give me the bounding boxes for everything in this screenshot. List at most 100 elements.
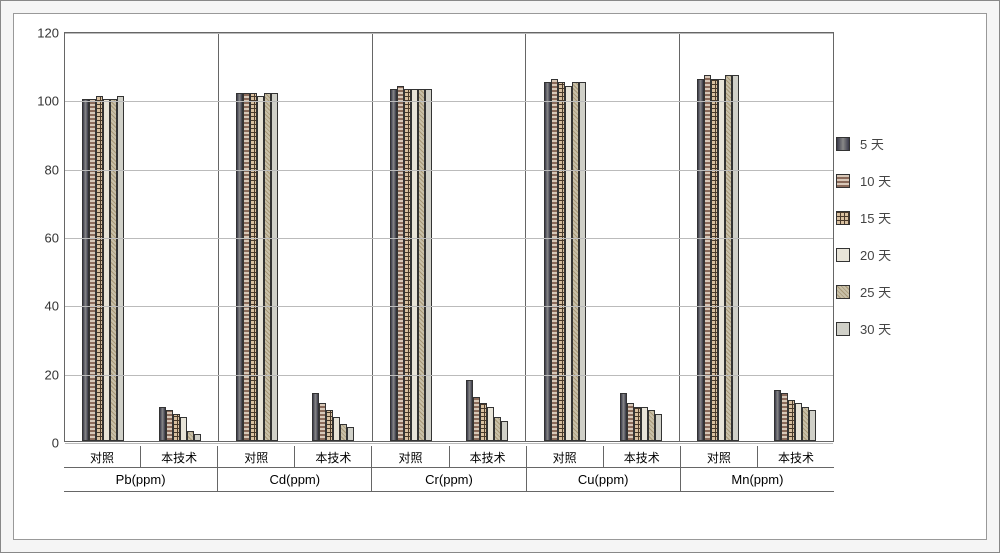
x-subgroup-label: 本技术 [450,446,526,467]
bar [347,427,354,441]
bar [551,79,558,441]
metal-group [526,33,680,441]
subgroup-control [373,33,449,441]
bar [333,417,340,441]
bar [319,403,326,441]
chart-outer-frame: 020406080100120 对照本技术对照本技术对照本技术对照本技术对照本技… [0,0,1000,553]
x-subgroup-pair: 对照本技术 [372,446,526,468]
bar [487,407,494,441]
x-subgroup-label: 本技术 [295,446,371,467]
bar [544,82,551,441]
bar [110,99,117,441]
bar [718,79,725,441]
bar [173,414,180,441]
bar [96,96,103,441]
bar [271,93,278,442]
y-tick-label: 60 [45,231,65,246]
legend-label: 20 天 [860,245,891,264]
legend-swatch [836,137,850,151]
x-metal-label: Mn(ppm) [681,468,834,491]
gridline [65,306,833,307]
legend-item: 30 天 [836,319,976,338]
x-subgroup-pair: 对照本技术 [527,446,681,468]
gridline [65,101,833,102]
subgroup-tech [449,33,525,441]
legend-label: 15 天 [860,208,891,227]
legend-item: 10 天 [836,171,976,190]
bar [565,86,572,441]
bar [236,93,243,442]
bar [257,96,264,441]
bars-container [65,33,833,441]
bar [194,434,201,441]
x-subgroup-pair: 对照本技术 [681,446,834,468]
legend-swatch [836,211,850,225]
x-subgroup-label: 对照 [527,446,604,467]
bar [89,99,96,441]
bar [732,75,739,441]
bar [243,93,250,442]
subgroup-tech [295,33,371,441]
legend-label: 10 天 [860,171,891,190]
bar [473,397,480,441]
bar [627,403,634,441]
y-tick-label: 100 [37,94,65,109]
x-axis-metal-labels: Pb(ppm)Cd(ppm)Cr(ppm)Cu(ppm)Mn(ppm) [64,468,834,492]
y-tick-label: 120 [37,26,65,41]
x-metal-label: Cu(ppm) [527,468,681,491]
bar [250,93,257,442]
x-subgroup-label: 对照 [372,446,449,467]
x-metal-label: Cd(ppm) [218,468,372,491]
x-subgroup-label: 对照 [681,446,758,467]
x-subgroup-label: 本技术 [758,446,834,467]
bar [82,99,89,441]
metal-group [373,33,527,441]
x-metal-label: Cr(ppm) [372,468,526,491]
bar [781,393,788,441]
bar [340,424,347,441]
bar [312,393,319,441]
bar [572,82,579,441]
x-subgroup-label: 本技术 [141,446,217,467]
bar [411,89,418,441]
metal-group [219,33,373,441]
subgroup-control [219,33,295,441]
subgroup-control [680,33,756,441]
legend-item: 20 天 [836,245,976,264]
bar [634,407,641,441]
bar [558,82,565,441]
bar [579,82,586,441]
bar [480,403,487,441]
legend-swatch [836,322,850,336]
bar [326,410,333,441]
y-tick-label: 20 [45,367,65,382]
bar [117,96,124,441]
bar [795,403,802,441]
metal-group [65,33,219,441]
bar [466,380,473,442]
subgroup-control [526,33,602,441]
x-subgroup-label: 本技术 [604,446,680,467]
legend-item: 25 天 [836,282,976,301]
bar [620,393,627,441]
bar [264,93,271,442]
bar [704,75,711,441]
bar [648,410,655,441]
bar [404,89,411,441]
legend-swatch [836,285,850,299]
y-tick-label: 40 [45,299,65,314]
bar [397,86,404,441]
bar [501,421,508,442]
x-subgroup-label: 对照 [218,446,295,467]
bar [187,431,194,441]
gridline [65,170,833,171]
bar [159,407,166,441]
subgroup-tech [603,33,679,441]
bar [641,407,648,441]
bar [655,414,662,441]
bar [774,390,781,441]
metal-group [680,33,833,441]
subgroup-tech [757,33,833,441]
bar [802,407,809,441]
y-tick-label: 0 [52,436,65,451]
